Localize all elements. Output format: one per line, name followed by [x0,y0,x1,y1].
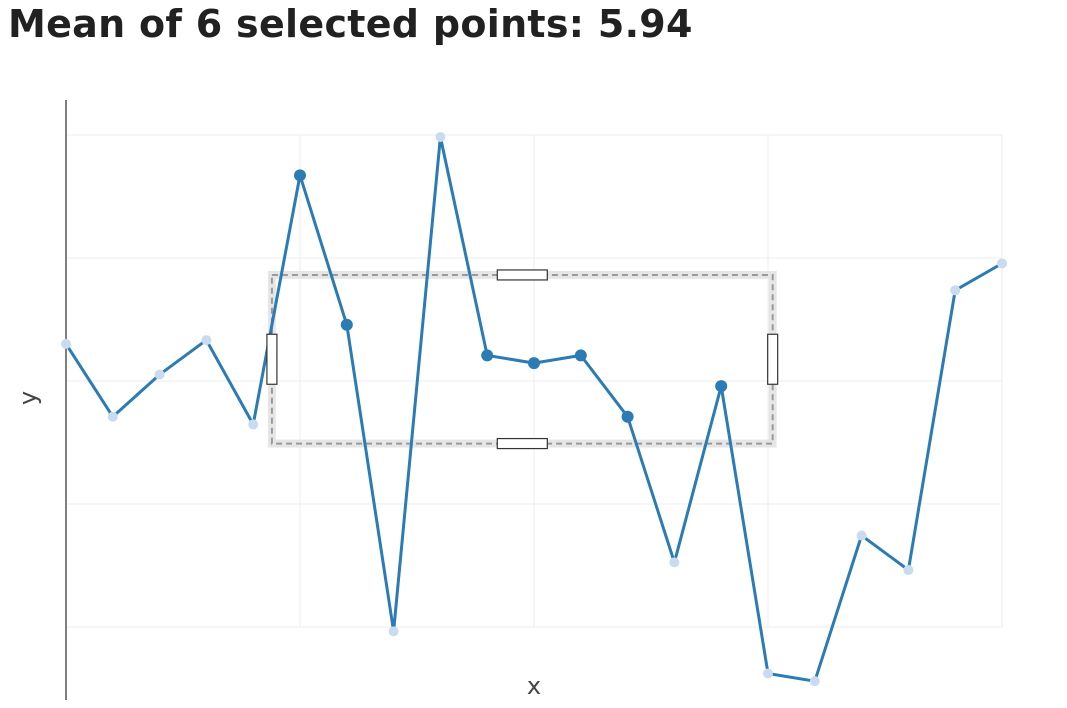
data-point[interactable] [669,557,680,568]
selected-point[interactable] [621,410,634,423]
selection-rectangle[interactable] [270,273,774,445]
data-point[interactable] [435,132,446,142]
selected-point[interactable] [294,169,306,182]
brush-handle-bottom[interactable] [496,437,548,450]
data-point[interactable] [154,369,165,380]
chart-title: Mean of 6 selected points: 5.94 [8,2,693,46]
data-point[interactable] [856,530,867,541]
brush-handle-left[interactable] [266,333,278,385]
selection-brush[interactable] [267,270,777,448]
data-point[interactable] [950,285,961,296]
x-axis-label: x [527,672,541,700]
data-point[interactable] [903,565,914,576]
data-point[interactable] [201,335,212,346]
selected-point[interactable] [481,349,494,362]
selection-frame [267,270,777,448]
data-point[interactable] [997,258,1007,269]
data-points[interactable] [61,132,1007,687]
data-point[interactable] [388,626,399,637]
selected-point[interactable] [715,380,728,393]
brush-handle-right[interactable] [767,333,779,385]
grid-lines [65,134,1003,628]
selected-point[interactable] [528,357,540,370]
data-point[interactable] [248,419,259,430]
brush-handles[interactable] [266,269,779,450]
brush-handle-top[interactable] [496,269,548,281]
selected-point[interactable] [340,318,353,331]
y-axis-label: y [14,391,42,405]
data-point[interactable] [763,668,773,679]
data-point[interactable] [107,411,118,422]
selected-point[interactable] [574,349,587,362]
data-point[interactable] [809,676,820,687]
data-point[interactable] [61,338,71,349]
